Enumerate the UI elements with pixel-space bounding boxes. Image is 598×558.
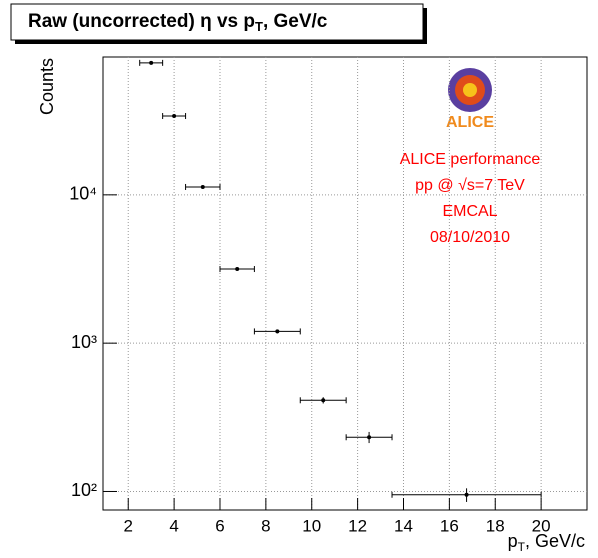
annotation: 08/10/2010 [430, 229, 510, 246]
x-tick-label: 20 [532, 516, 551, 535]
x-tick-label: 18 [486, 516, 505, 535]
data-point [321, 398, 326, 403]
x-tick-label: 14 [394, 516, 413, 535]
data-point [149, 60, 154, 65]
x-tick-label: 10 [302, 516, 321, 535]
annotation: ALICE performance [400, 151, 541, 168]
x-tick-label: 8 [261, 516, 270, 535]
data-point [200, 184, 205, 189]
x-tick-label: 2 [123, 516, 132, 535]
y-tick-label: 10⁴ [69, 184, 97, 204]
chart-title: Raw (uncorrected) η vs pT, GeV/c [28, 11, 328, 34]
x-tick-label: 16 [440, 516, 459, 535]
y-tick-label: 10² [71, 480, 97, 500]
x-tick-label: 4 [169, 516, 178, 535]
data-point [235, 267, 240, 272]
annotation: EMCAL [442, 203, 497, 220]
logo-center [463, 83, 477, 97]
y-axis-label: Counts [37, 58, 57, 115]
x-tick-label: 12 [348, 516, 367, 535]
y-tick-label: 10³ [71, 332, 97, 352]
data-point [367, 435, 372, 440]
x-axis-label: pT, GeV/c [508, 531, 585, 554]
data-point [172, 114, 177, 119]
data-point [275, 329, 280, 334]
x-tick-label: 6 [215, 516, 224, 535]
title-box [10, 3, 424, 41]
plot-frame [102, 56, 588, 511]
logo-text: ALICE [446, 114, 494, 131]
logo: ALICE [446, 68, 494, 131]
data-point [464, 492, 469, 497]
annotation: pp @ √s=7 TeV [415, 177, 525, 194]
